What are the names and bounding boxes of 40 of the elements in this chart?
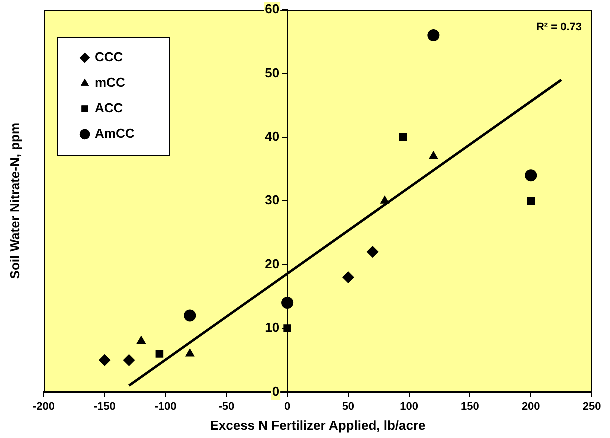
- point: [184, 310, 196, 322]
- point: [123, 354, 136, 366]
- x-tick-label: -200: [32, 400, 56, 413]
- y-tick-label: 20: [265, 256, 280, 272]
- legend-label: ACC: [95, 100, 124, 116]
- point: [185, 348, 195, 357]
- x-tick-label: 150: [461, 400, 480, 413]
- point: [399, 134, 408, 142]
- point: [342, 272, 354, 284]
- point: [525, 170, 538, 182]
- x-tick-label: 200: [522, 400, 540, 413]
- y-tick-label: 30: [265, 192, 280, 208]
- point: [428, 151, 438, 160]
- point: [136, 336, 146, 344]
- x-tick-label: -100: [154, 400, 177, 413]
- point: [284, 324, 292, 332]
- point: [428, 29, 440, 42]
- y-tick-label: 10: [265, 320, 280, 336]
- x-tick-label: 0: [284, 400, 291, 413]
- point: [98, 354, 111, 366]
- point: [380, 196, 390, 204]
- y-tick-label: 0: [272, 384, 280, 399]
- legend-label: CCC: [95, 50, 124, 65]
- y-tick-label: 50: [265, 65, 280, 80]
- legend-label: AmCC: [95, 126, 136, 142]
- x-tick-label: 50: [342, 400, 355, 413]
- point: [156, 350, 164, 358]
- y-axis-title: Soil Water Nitrate-N, ppm: [8, 122, 23, 280]
- y-tick-label: 40: [265, 128, 280, 144]
- x-axis-title: Excess N Fertilizer Applied, lb/acre: [210, 418, 426, 433]
- y-tick-label: 60: [265, 2, 280, 17]
- annotation: R² = 0.73: [536, 22, 582, 34]
- point: [527, 197, 535, 205]
- x-tick-label: 100: [400, 400, 419, 413]
- x-tick-label: -50: [218, 400, 235, 413]
- x-tick-label: 250: [582, 400, 602, 413]
- legend-label: mCC: [95, 75, 126, 90]
- x-tick-label: -150: [94, 400, 116, 413]
- point: [366, 246, 379, 258]
- point: [282, 297, 294, 310]
